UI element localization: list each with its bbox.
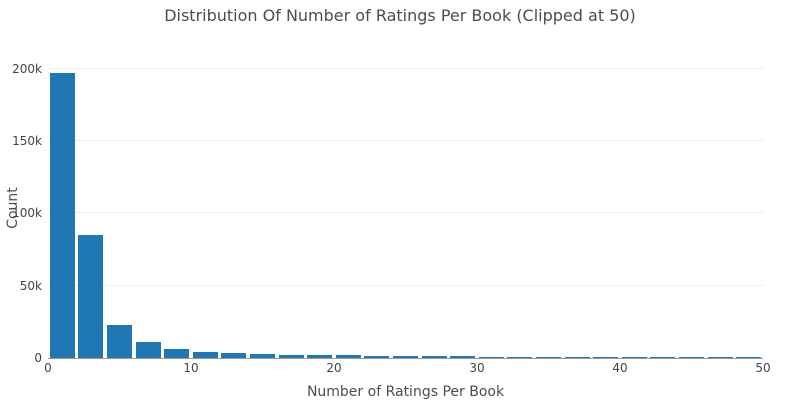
x-axis-title: Number of Ratings Per Book [306,384,505,400]
histogram-bar [49,73,75,358]
x-tick-label: 0 [44,361,52,375]
y-tick-label: 150k [12,133,42,148]
histogram-bar [164,349,190,358]
histogram-bar [621,357,647,358]
histogram-bar [278,355,304,358]
y-tick-label: 200k [12,61,42,76]
y-tick-label: 100k [12,206,42,221]
histogram-bar [135,342,161,358]
histogram-bar [78,235,104,358]
x-tick-label: 20 [326,361,342,375]
histogram-bar [392,356,419,358]
histogram-bar [535,357,562,358]
histogram-bar [650,357,676,358]
histogram-bar [564,357,590,358]
histogram-bar [478,357,504,358]
y-tick-label: 0 [34,351,42,365]
histogram-bar [249,354,276,358]
y-tick-label: 50k [19,278,42,293]
histogram-bar [335,355,361,358]
x-axis-tick-labels: 0 10 20 30 40 50 [44,361,770,377]
histogram-bar [307,355,333,358]
histogram-bar [593,357,619,358]
y-gridline [48,284,763,286]
y-gridline [48,212,763,214]
x-tick-label: 10 [183,361,199,375]
plot-area [48,57,763,359]
y-axis-tick-labels: 0 50k 100k 150k 200k [0,57,42,364]
histogram-bar [364,356,390,358]
histogram-bar [707,357,733,358]
y-gridline [48,67,763,69]
histogram-bar [507,357,533,358]
x-tick-label: 40 [612,361,628,375]
histogram-bar [221,353,247,358]
chart-title: Distribution Of Number of Ratings Per Bo… [164,6,636,25]
y-gridline [48,139,763,141]
histogram-bar [450,356,476,358]
histogram-bar [106,325,133,358]
x-tick-label: 50 [755,361,771,375]
histogram-bar [678,357,705,358]
histogram-bar [736,357,762,358]
histogram-bar [421,356,447,358]
x-tick-label: 30 [469,361,485,375]
histogram-bar [192,352,218,358]
